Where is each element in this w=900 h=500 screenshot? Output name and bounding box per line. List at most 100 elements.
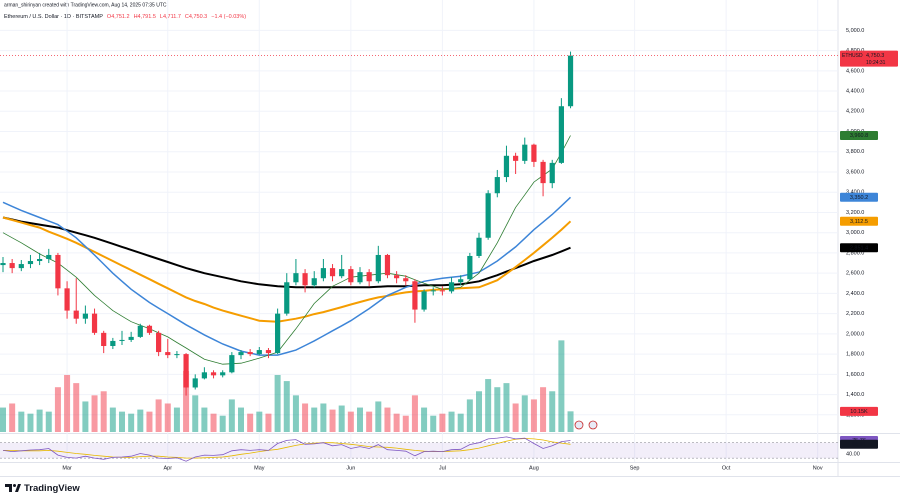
y-tick-label: 2,800.0 <box>846 250 864 256</box>
y-tick-label: 4,400.0 <box>846 89 864 95</box>
volume-bar <box>320 403 327 432</box>
symbol-tag: ETHUSD <box>842 53 863 59</box>
volume-bar <box>494 387 501 432</box>
candle-body <box>494 177 500 194</box>
candle-body <box>101 332 107 347</box>
candle-body <box>284 282 290 314</box>
volume-bar <box>9 403 16 432</box>
candle-body <box>558 106 564 163</box>
candle-body <box>293 273 299 283</box>
volume-bar <box>0 407 6 432</box>
volume-bar <box>329 409 336 432</box>
volume-bar <box>256 411 263 432</box>
volume-bar <box>274 374 281 432</box>
candle-body <box>439 290 445 292</box>
volume-bar <box>540 387 547 432</box>
ma-tag: 3,960.8 <box>850 133 868 139</box>
ohlc-value: L4,711.7 <box>160 14 181 20</box>
logo-mark <box>5 484 12 492</box>
y-tick-label: 1,400.0 <box>846 392 864 398</box>
ma-tag-bg <box>840 216 878 226</box>
candle-body <box>540 161 546 184</box>
volume-bar <box>338 405 345 432</box>
candle-body <box>265 350 272 354</box>
candle-body <box>201 372 207 379</box>
x-tick-label: Aug <box>529 465 539 471</box>
candle-body <box>64 288 70 311</box>
volume-tag-bg <box>840 406 878 416</box>
volume-bar <box>82 401 89 432</box>
price-tag-bg <box>840 50 898 67</box>
volume-bar <box>128 413 135 432</box>
volume-bar <box>36 409 43 432</box>
y-tick-label: 5,000.0 <box>846 28 864 34</box>
flags <box>574 420 598 430</box>
candle-body <box>357 272 363 283</box>
y-tick-label: 3,000.0 <box>846 230 864 236</box>
candle-body <box>37 258 43 262</box>
rsi-ma-line <box>3 438 571 459</box>
volume-bar <box>18 411 25 432</box>
volume-bar <box>54 387 61 432</box>
volume-bar <box>183 370 190 432</box>
volume-bar <box>439 413 446 432</box>
x-tick-label: Jun <box>346 465 355 471</box>
volume-bar <box>567 411 574 432</box>
y-tick-label: 4,200.0 <box>846 109 864 115</box>
volume-bar <box>146 411 153 432</box>
candle-body <box>55 254 61 289</box>
y-tick-label: 2,200.0 <box>846 311 864 317</box>
candle-body <box>421 291 427 310</box>
event-flag <box>574 420 584 430</box>
volume-bar <box>119 411 125 432</box>
candle-body <box>46 254 52 259</box>
candle-body <box>247 352 253 355</box>
candle-body <box>375 254 381 282</box>
logo-mark-slash <box>15 484 21 492</box>
candle-body <box>320 268 326 279</box>
candle-body <box>476 237 482 256</box>
candle-body <box>27 261 34 265</box>
volume-bar <box>347 411 354 432</box>
candle-body <box>73 310 79 319</box>
candle-body <box>229 355 235 373</box>
candle-body <box>567 55 574 107</box>
volume-tag: 10.15K <box>850 409 868 415</box>
candle-body <box>384 254 391 276</box>
volume-bar <box>485 379 492 432</box>
candle-body <box>137 325 143 337</box>
x-tick-label: Sep <box>630 465 640 471</box>
volume-bar <box>421 407 428 432</box>
volume-bar <box>201 407 208 432</box>
candle-body <box>128 336 134 340</box>
y-tick-label: 3,200.0 <box>846 210 864 216</box>
symbol-legend: Ethereum / U.S. Dollar · 1D · BITSTAMP O4… <box>4 14 246 20</box>
candle-body <box>256 350 262 355</box>
ohlc-value: O4,751.2 <box>107 14 130 20</box>
rsi-tick-label: 40.00 <box>846 452 860 458</box>
volume-bar <box>521 395 528 432</box>
volume-bar <box>311 407 318 432</box>
x-tick-label: Mar <box>62 465 72 471</box>
volume-bar <box>173 407 180 432</box>
ma-tag-bg <box>840 243 878 253</box>
candle-body <box>549 162 555 184</box>
volume-bar <box>265 413 272 432</box>
candle-body <box>18 264 24 269</box>
candle-body <box>220 372 226 376</box>
y-tick-label: 1,600.0 <box>846 372 864 378</box>
candle-body <box>412 281 418 310</box>
volume-bar <box>375 401 382 432</box>
rsi-ma-tag: 65.91 <box>852 442 866 448</box>
logo-text: TradingView <box>24 483 80 494</box>
ma-tag-bg <box>840 130 878 140</box>
ohlc-value: −1.4 (−0.03%) <box>211 14 246 20</box>
symbol-title: Ethereum / U.S. Dollar · 1D · BITSTAMP <box>4 14 103 20</box>
volume-bar <box>73 383 80 432</box>
volume-bar <box>393 413 400 432</box>
volume-bar <box>558 340 565 432</box>
y-tick-label: 2,600.0 <box>846 271 864 277</box>
candle-body <box>394 275 400 279</box>
volume-bar <box>238 407 244 432</box>
